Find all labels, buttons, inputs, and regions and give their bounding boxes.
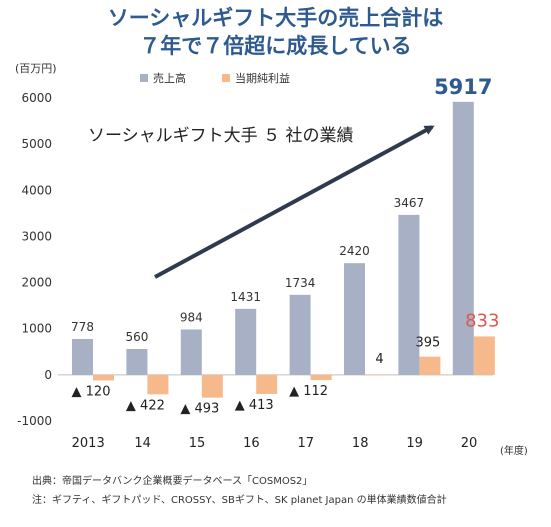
revenue-value-label: 3467 [394, 196, 425, 210]
x-tick-label: 2013 [72, 436, 105, 451]
revenue-bar [344, 263, 365, 375]
x-tick-label: 16 [243, 436, 260, 451]
source-footnote: 出典：帝国データバンク企業概要データベース「COSMOS2」 [32, 476, 313, 487]
chart-title-line-1: ソーシャルギフト大手の売上合計は [107, 6, 444, 30]
revenue-value-label: 778 [71, 320, 94, 334]
revenue-bar [235, 308, 257, 375]
y-tick-label: 2000 [21, 276, 52, 290]
note-footnote: 注：ギフティ、ギフトパッド、CROSSY、SBギフト、SK planet Jap… [32, 495, 447, 506]
profit-value-label: ▲ 112 [289, 384, 328, 399]
revenue-bar [398, 214, 420, 375]
x-tick-label: 15 [189, 436, 206, 451]
y-tick-label: 4000 [21, 183, 52, 197]
profit-bar [93, 374, 114, 381]
revenue-value-label: 2420 [339, 244, 370, 258]
profit-value-label: 395 [415, 336, 440, 351]
x-tick-label: 18 [352, 436, 369, 451]
bar-labels: 778 ▲ 120 560 ▲ 422 984 ▲ 493 1431 ▲ 413 1734 ▲ 1… [71, 75, 499, 417]
y-tick-label: 6000 [21, 91, 52, 105]
revenue-value-label: 5917 [434, 75, 492, 99]
revenue-bar [289, 294, 311, 375]
chart-annotation: ソーシャルギフト大手 ５ 社の業績 [88, 126, 353, 146]
revenue-value-label: 560 [125, 330, 148, 344]
profit-value-label: 833 [465, 310, 499, 331]
y-tick-label: 3000 [21, 229, 52, 243]
legend-label: 当期純利益 [235, 71, 290, 85]
legend: 売上高 当期純利益 [140, 71, 290, 85]
y-tick-label: -1000 [17, 414, 52, 428]
growth-trend-arrow [154, 125, 435, 279]
profit-value-label: ▲ 493 [180, 402, 219, 417]
legend-label: 売上高 [153, 71, 186, 85]
profit-bar [365, 374, 386, 376]
x-tick-label: 14 [134, 436, 151, 451]
profit-bar [256, 374, 278, 394]
profit-bar [419, 356, 441, 375]
revenue-bar [72, 338, 93, 375]
profit-value-label: ▲ 120 [72, 384, 111, 399]
y-tick-label: 0 [44, 368, 52, 382]
chart-title: ソーシャルギフト大手の売上合計は ７年で７倍超に成長している [0, 4, 551, 60]
profit-bar [201, 374, 223, 398]
revenue-bar [180, 329, 202, 375]
y-tick-label: 1000 [21, 322, 52, 336]
revenue-value-label: 1734 [285, 276, 316, 290]
profit-bar [310, 374, 332, 381]
legend-swatch [140, 74, 148, 82]
revenue-value-label: 1431 [230, 290, 261, 304]
revenue-value-label: 984 [180, 310, 203, 324]
y-tick-label: 5000 [21, 137, 52, 151]
profit-value-label: 4 [375, 352, 383, 367]
x-axis-unit-label: (年度) [500, 444, 528, 457]
revenue-bar [452, 101, 474, 375]
profit-bar [147, 374, 169, 395]
x-tick-label: 17 [298, 436, 315, 451]
chart-title-line-2: ７年で７倍超に成長している [139, 34, 412, 58]
profit-value-label: ▲ 422 [126, 398, 165, 413]
x-axis: 2013 14 15 16 17 18 19 20 [72, 436, 478, 451]
profit-bar [473, 336, 495, 375]
x-tick-label: 20 [461, 436, 478, 451]
x-tick-label: 19 [406, 436, 423, 451]
profit-value-label: ▲ 413 [235, 398, 274, 413]
bars [72, 101, 495, 398]
y-axis: -1000 0 1000 2000 3000 4000 5000 6000 [17, 91, 52, 428]
y-axis-unit-label: (百万円) [15, 62, 57, 75]
legend-swatch [222, 74, 230, 82]
revenue-bar [126, 349, 148, 375]
